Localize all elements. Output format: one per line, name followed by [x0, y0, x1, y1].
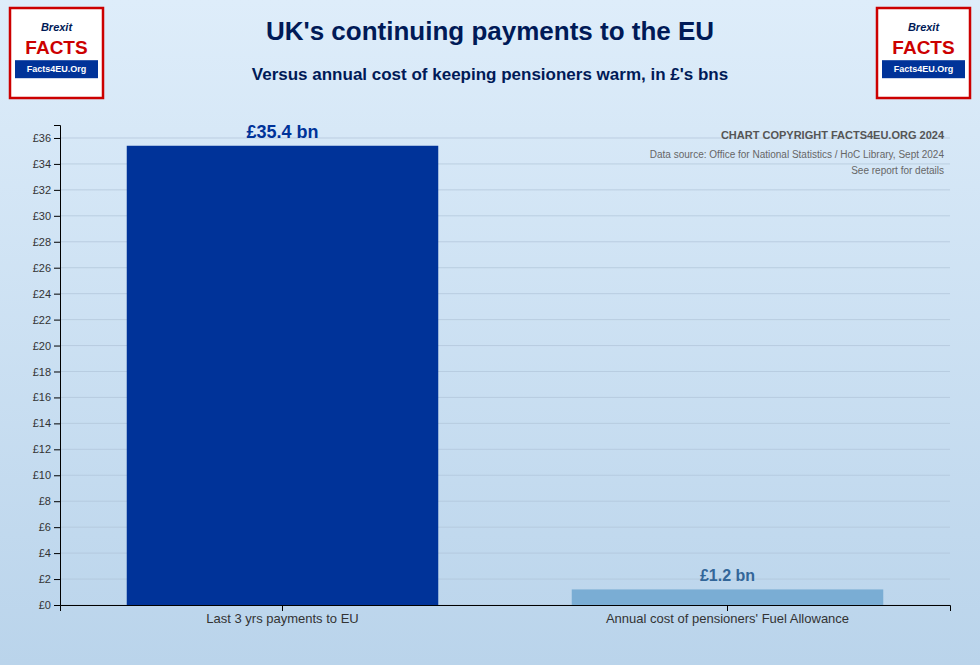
- tick: £12: [33, 443, 60, 455]
- tick-label: £32: [33, 184, 51, 196]
- tick-label: £20: [33, 340, 51, 352]
- logo-text: FACTS: [892, 37, 954, 58]
- source: See report for details: [851, 165, 944, 176]
- tick-label: £8: [39, 495, 51, 507]
- tick-label: £30: [33, 210, 51, 222]
- tick-label: £18: [33, 366, 51, 378]
- tick-mark: [54, 423, 60, 424]
- logo-text: Facts4EU.Org: [894, 64, 954, 74]
- tick-mark: [54, 449, 60, 450]
- x-axis: Last 3 yrs payments to EU Annual cost of …: [61, 605, 951, 626]
- tick: £26: [33, 262, 60, 274]
- logo-box: [10, 8, 103, 98]
- tick: £2: [39, 573, 60, 585]
- tick-mark: [54, 527, 60, 528]
- tick-label: £14: [33, 417, 51, 429]
- tick-mark: [54, 138, 60, 139]
- tick: £14: [33, 417, 60, 429]
- tick: £10: [33, 469, 60, 481]
- tick-label: £22: [33, 314, 51, 326]
- title: UK's continuing payments to the EU: [266, 16, 714, 46]
- tick-mark: [54, 242, 60, 243]
- logo: Brexit FACTS Facts4EU.Org: [877, 8, 970, 98]
- tick-label: £2: [39, 573, 51, 585]
- bars: [127, 146, 884, 605]
- tick-mark: [282, 605, 283, 611]
- tick: £28: [33, 236, 60, 248]
- tick: £34: [33, 158, 60, 170]
- logo-band: [882, 60, 965, 78]
- tick-mark: [54, 346, 60, 347]
- tick-mark: [54, 216, 60, 217]
- tick-label: £24: [33, 288, 51, 300]
- data-label: £35.4 bn: [246, 122, 318, 142]
- tick: Annual cost of pensioners' Fuel Allowanc…: [606, 605, 849, 626]
- tick-label: £12: [33, 443, 51, 455]
- tick-label: £4: [39, 547, 51, 559]
- tick-label: £16: [33, 391, 51, 403]
- tick: £18: [33, 366, 60, 378]
- tick-mark: [54, 164, 60, 165]
- tick: £6: [39, 521, 60, 533]
- tick-label: £26: [33, 262, 51, 274]
- tick-label: £36: [33, 132, 51, 144]
- tick-mark: [54, 605, 60, 606]
- tick-mark: [54, 190, 60, 191]
- tick: £0: [39, 599, 60, 611]
- tick: £4: [39, 547, 60, 559]
- annotations: CHART COPYRIGHT FACTS4EU.ORG 2024 Data so…: [650, 129, 945, 176]
- plot: £0 £2 £4 £6 £8 £10 £12 £14 £16 £18 £20 £22 £24 £26 £28…: [33, 122, 951, 626]
- tick: £20: [33, 340, 60, 352]
- tick-mark: [54, 320, 60, 321]
- logo-text: Brexit: [908, 21, 941, 33]
- bar: [572, 589, 884, 605]
- tick-mark: [54, 501, 60, 502]
- tick-label: Annual cost of pensioners' Fuel Allowanc…: [606, 611, 849, 626]
- y-axis: £0 £2 £4 £6 £8 £10 £12 £14 £16 £18 £20 £22 £24 £26 £28…: [33, 126, 61, 612]
- axis-line: [61, 606, 951, 612]
- background: [0, 0, 980, 665]
- tick-mark: [54, 579, 60, 580]
- tick: £24: [33, 288, 60, 300]
- grid: [60, 138, 950, 605]
- copyright: CHART COPYRIGHT FACTS4EU.ORG 2024: [721, 129, 945, 141]
- tick-label: £6: [39, 521, 51, 533]
- tick: £22: [33, 314, 60, 326]
- axis-line: [54, 126, 61, 606]
- tick-mark: [54, 268, 60, 269]
- logo-text: Brexit: [41, 21, 74, 33]
- tick-mark: [727, 605, 728, 611]
- tick-label: £34: [33, 158, 51, 170]
- source: Data source: Office for National Statist…: [650, 149, 945, 160]
- tick-label: Last 3 yrs payments to EU: [206, 611, 358, 626]
- logo-band: [15, 60, 98, 78]
- tick-label: £10: [33, 469, 51, 481]
- tick-label: £28: [33, 236, 51, 248]
- logo-text: Facts4EU.Org: [27, 64, 87, 74]
- chart: Brexit FACTS Facts4EU.Org Brexit FACTS Facts4…: [0, 0, 980, 665]
- tick-mark: [54, 553, 60, 554]
- tick: £36: [33, 132, 60, 144]
- logo-box: [877, 8, 970, 98]
- tick-mark: [54, 475, 60, 476]
- tick-mark: [54, 397, 60, 398]
- data-labels: £35.4 bn £1.2 bn: [246, 122, 755, 585]
- tick: £30: [33, 210, 60, 222]
- tick-mark: [54, 294, 60, 295]
- subtitle: Versus annual cost of keeping pensioners…: [252, 65, 728, 84]
- tick: £32: [33, 184, 60, 196]
- logo: Brexit FACTS Facts4EU.Org: [10, 8, 103, 98]
- logo-text: FACTS: [25, 37, 87, 58]
- tick: £16: [33, 391, 60, 403]
- tick-mark: [54, 371, 60, 372]
- data-label: £1.2 bn: [700, 567, 755, 584]
- bar: [127, 146, 439, 605]
- tick-label: £0: [39, 599, 51, 611]
- tick: Last 3 yrs payments to EU: [206, 605, 358, 626]
- tick: £8: [39, 495, 60, 507]
